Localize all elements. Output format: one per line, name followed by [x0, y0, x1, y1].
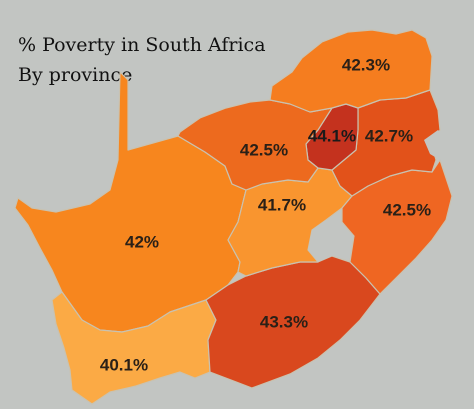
label-kwazulu-natal: 42.5%: [383, 200, 431, 219]
lesotho-region: [308, 220, 354, 262]
province-western-cape: [51, 291, 217, 405]
map-title-line-1: % Poverty in South Africa: [18, 34, 266, 56]
label-gauteng: 44.1%: [308, 126, 356, 145]
label-north-west: 42.5%: [240, 140, 288, 159]
label-eastern-cape: 43.3%: [260, 312, 308, 331]
province-north-west: [177, 99, 333, 191]
map-title-line-2: By province: [18, 64, 133, 86]
label-free-state: 41.7%: [258, 195, 306, 214]
label-mpumalanga: 42.7%: [365, 126, 413, 145]
label-limpopo: 42.3%: [342, 55, 390, 74]
eswatini-region: [424, 130, 450, 160]
province-northern-cape: [14, 71, 247, 333]
label-northern-cape: 42%: [125, 232, 159, 251]
label-western-cape: 40.1%: [100, 355, 148, 374]
map-title: % Poverty in South Africa By province: [18, 30, 266, 90]
province-limpopo: [269, 29, 433, 113]
